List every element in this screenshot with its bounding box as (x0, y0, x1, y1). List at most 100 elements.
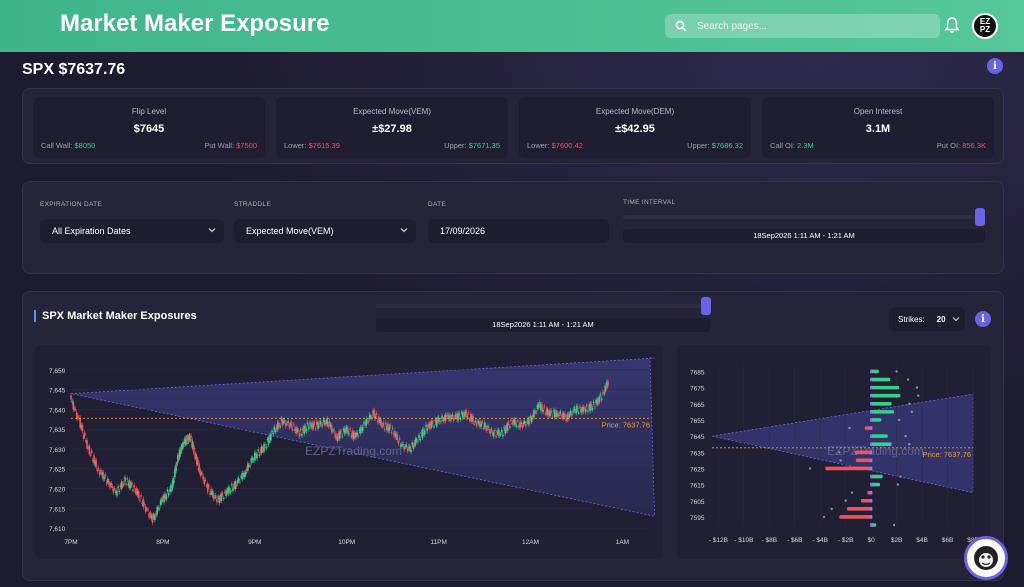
candle-body (412, 444, 415, 449)
candle-body (116, 490, 118, 496)
candle-body (209, 492, 211, 495)
stat-value: ±$42.95 (615, 123, 655, 135)
candle-body (298, 432, 301, 437)
candle-body (186, 442, 188, 444)
stat-left: Call OI: 2.3M (770, 141, 814, 150)
candle-body (137, 491, 140, 498)
expiration-select[interactable]: All Expiration Dates (40, 219, 224, 243)
candle-body (75, 412, 78, 419)
date-input[interactable]: 17/09/2026 (428, 219, 609, 243)
strikes-value: 20 (936, 314, 946, 324)
candle-body (402, 443, 404, 445)
candle-body (336, 436, 339, 441)
exposure-marker (844, 499, 847, 502)
candle-body (197, 468, 200, 471)
bar-y-axis: 7685 7675 7665 7655 7645 7635 7625 7615 7605 7595 (690, 369, 705, 521)
candle-body (299, 429, 302, 431)
x-tick-label: 9PM (248, 539, 261, 546)
candle-body (560, 416, 563, 418)
search-box[interactable] (665, 14, 940, 38)
candle-body (372, 410, 374, 414)
time-interval-value: 18Sep2026 1:11 AM - 1:21 AM (623, 229, 985, 243)
candle-body (244, 471, 247, 476)
candle-body (111, 486, 114, 489)
exposure-marker (896, 483, 900, 486)
candle-body (422, 429, 425, 434)
strikes-select[interactable]: Strikes: 20 (889, 307, 965, 331)
candle-body (600, 398, 603, 400)
candle-body (218, 498, 220, 503)
candle-body (596, 399, 598, 405)
candle-body (590, 403, 593, 409)
exposure-slider-thumb[interactable] (701, 297, 711, 315)
candle-body (523, 420, 526, 424)
candle-body (185, 437, 187, 445)
candle-body (571, 413, 573, 416)
app-title: Market Maker Exposure (60, 10, 330, 37)
brand-logo[interactable] (964, 536, 1008, 580)
x-tick-label: - $10B (734, 537, 753, 544)
info-icon[interactable]: i (975, 311, 991, 327)
info-icon[interactable]: i (987, 58, 1003, 74)
candle-body (247, 463, 249, 471)
candle-body (152, 514, 155, 518)
candle-body (274, 430, 277, 432)
candle-body (561, 413, 564, 419)
exposure-slider-track[interactable] (376, 304, 710, 308)
exposure-marker (870, 507, 873, 511)
candle-body (337, 432, 340, 439)
exposure-marker (870, 377, 873, 382)
time-interval-slider-thumb[interactable] (975, 208, 985, 226)
y-tick-label: 7655 (690, 418, 705, 425)
candle-body (296, 428, 299, 432)
exposure-marker (870, 474, 873, 479)
candle-body (474, 420, 477, 422)
candle-body (254, 452, 256, 461)
candle-body (265, 446, 268, 449)
candle-body (297, 429, 300, 431)
candle-body (379, 418, 381, 424)
candle-body (117, 486, 119, 488)
avatar[interactable]: EZ PZ (972, 13, 998, 39)
x-tick-label: 11PM (430, 539, 447, 546)
candle-body (394, 431, 396, 437)
stat-right-label: Upper: (444, 141, 469, 150)
bell-icon[interactable] (944, 16, 960, 34)
candle-body (563, 412, 565, 419)
candle-body (386, 426, 388, 431)
candle-body (438, 420, 441, 423)
exposure-marker (899, 475, 902, 478)
stat-card: Expected Move(VEM) ±$27.98 Lower: $7615.39… (276, 97, 508, 158)
search-input[interactable] (697, 20, 927, 32)
candle-body (198, 467, 201, 473)
candle-body (505, 425, 508, 431)
candle-body (507, 422, 510, 424)
candle-body (210, 489, 212, 493)
straddle-select[interactable]: Expected Move(VEM) (234, 219, 416, 243)
candle-body (248, 464, 250, 466)
candle-body (77, 415, 79, 420)
candle-body (594, 406, 596, 408)
candle-body (567, 414, 570, 419)
candle-body (224, 491, 226, 493)
candle-body (340, 430, 342, 433)
y-tick-label: 7,615 (49, 506, 66, 513)
time-interval-slider-track[interactable] (623, 215, 985, 219)
candle-body (311, 422, 314, 429)
candle-body (96, 469, 99, 472)
exposure-marker (808, 467, 812, 470)
candle-body (259, 449, 262, 453)
candle-body (227, 486, 230, 495)
candle-body (182, 442, 184, 446)
candle-body (260, 446, 263, 454)
candle-body (93, 455, 95, 464)
candle-body (202, 475, 204, 480)
candle-body (480, 423, 482, 427)
candle-body (597, 398, 600, 404)
candle-body (72, 402, 75, 410)
candle-body (391, 427, 394, 429)
candle-body (82, 434, 85, 439)
candle-body (220, 493, 223, 501)
exposure-bar (871, 393, 901, 398)
exposure-marker (870, 450, 873, 455)
